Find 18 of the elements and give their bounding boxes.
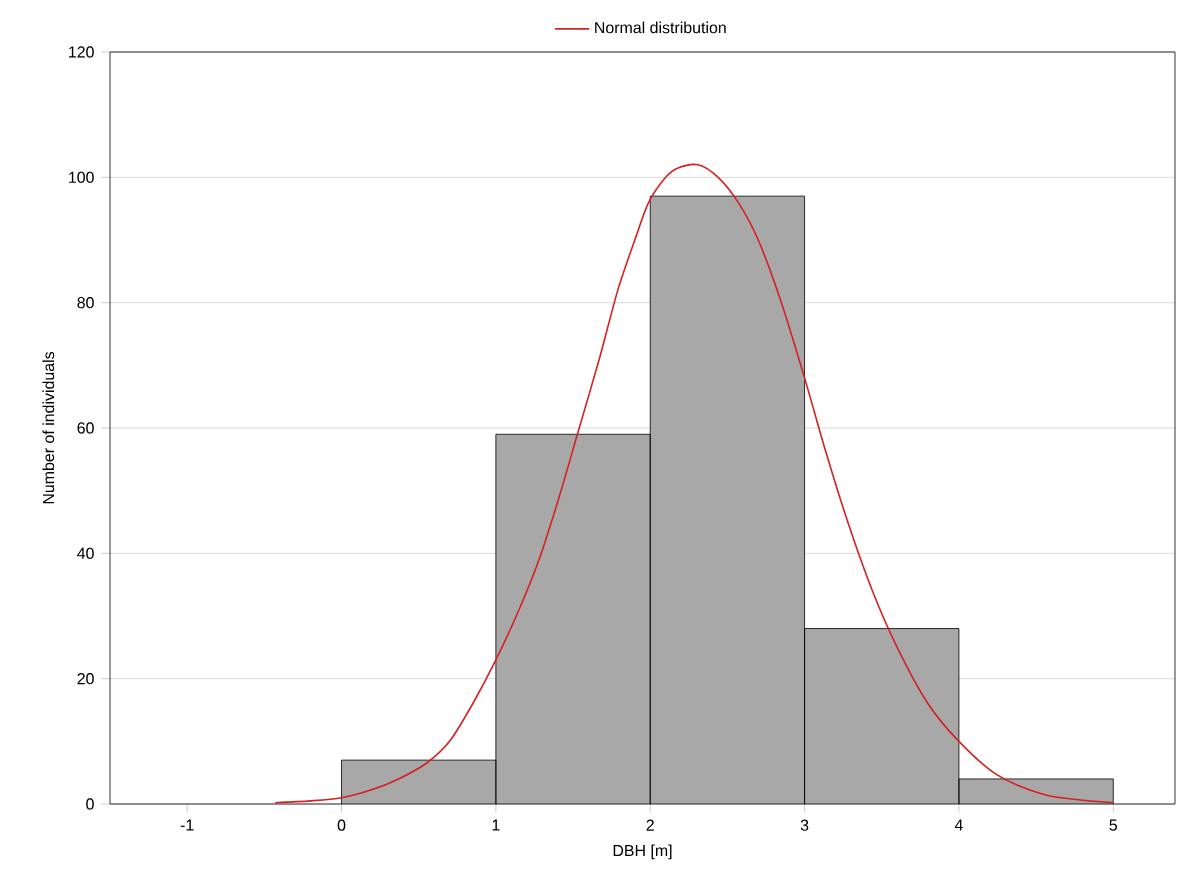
y-tick-label: 40 — [77, 547, 94, 559]
x-tick-label: 1 — [492, 819, 500, 831]
y-tick-label: 80 — [77, 297, 94, 309]
line-series — [274, 163, 1115, 804]
x-tick-label: 2 — [646, 819, 654, 831]
y-tick-label: 60 — [77, 422, 94, 434]
legend-label: Normal distribution — [595, 21, 726, 34]
y-tick-label: 120 — [69, 46, 94, 58]
x-tick-label: 4 — [954, 819, 963, 831]
y-tick-label: 0 — [86, 798, 94, 810]
y-tick-label: 20 — [77, 673, 94, 685]
y-axis-title: Number of individuals — [42, 351, 55, 504]
x-tick-label: -1 — [180, 819, 194, 831]
x-tick-label: 0 — [337, 819, 346, 831]
x-tick-label: 5 — [1109, 819, 1118, 831]
y-tick-label: 100 — [69, 171, 94, 183]
x-tick-label: 3 — [800, 819, 809, 831]
x-axis-title: DBH [m] — [613, 844, 672, 860]
